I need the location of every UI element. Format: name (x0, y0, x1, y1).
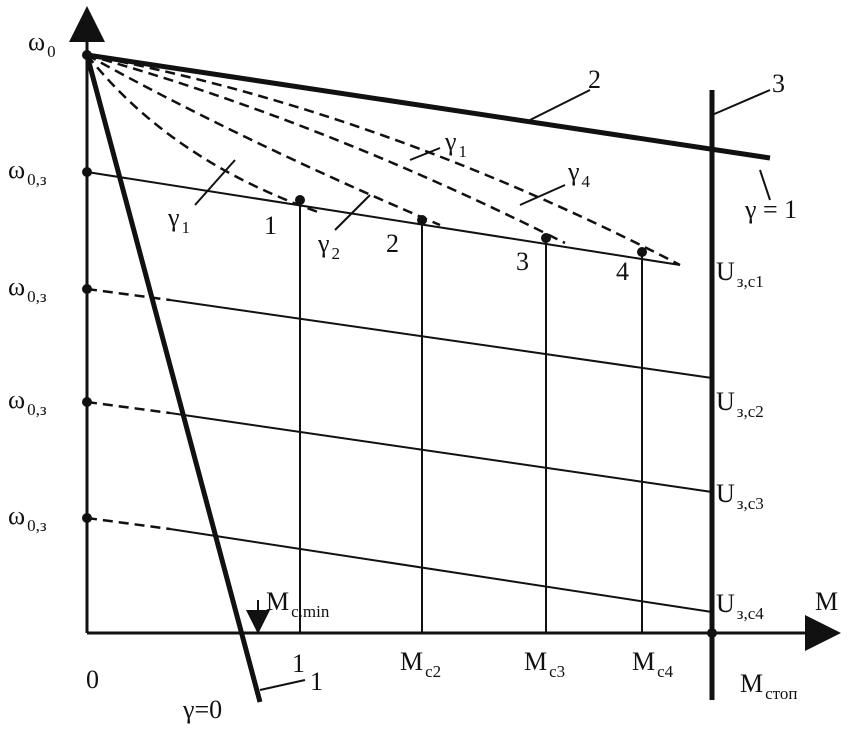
label: 2 (386, 229, 399, 258)
label-sub: з,c4 (737, 604, 765, 623)
label: 3 (516, 247, 529, 276)
label-main: γ (444, 127, 457, 156)
label: 0 (86, 665, 99, 694)
label: γ = 1 (744, 195, 797, 224)
label-main: U (716, 479, 735, 508)
label-main: M (524, 647, 547, 676)
label-main: γ (567, 157, 580, 186)
label-main: γ (317, 229, 330, 258)
label: ω 0,з (8, 155, 47, 189)
label-sub: з,c3 (737, 494, 764, 513)
label: 4 (616, 257, 629, 286)
label-main: ω (8, 385, 25, 414)
axes (69, 6, 841, 651)
label-sub: 0 (47, 42, 56, 61)
label-sub: з,c2 (737, 402, 764, 421)
label-main: 3 (516, 247, 529, 276)
label-main: 4 (616, 257, 629, 286)
label-main: U (716, 257, 735, 286)
label-sub: 0,з (27, 516, 47, 535)
label-sub: 1 (182, 218, 191, 237)
label-sub: 4 (582, 172, 591, 191)
label: M (815, 587, 838, 616)
label-main: 1 (264, 211, 277, 240)
label-main: M (400, 647, 423, 676)
label: 2 (588, 65, 601, 94)
label-sub: c.min (291, 602, 330, 621)
label-sub: 0,з (27, 287, 47, 306)
label-sub: 0,з (27, 400, 47, 419)
label-main: γ = 1 (744, 195, 797, 224)
label-main: 3 (772, 69, 785, 98)
label-main: 2 (588, 65, 601, 94)
label-main: U (716, 589, 735, 618)
label-main: ω (8, 272, 25, 301)
label-main: ω (8, 155, 25, 184)
label-main: γ (167, 203, 180, 232)
label-main: 1 (310, 667, 323, 696)
label-main: 1 (292, 649, 305, 678)
label-sub: c4 (657, 662, 674, 681)
label-main: M (815, 587, 838, 616)
label: ω 0,з (8, 501, 47, 535)
label: 1 (292, 649, 305, 678)
label: γ=0 (182, 695, 222, 724)
label-main: M (632, 647, 655, 676)
points (82, 50, 717, 638)
label-sub: стоп (765, 684, 797, 703)
label: 3 (772, 69, 785, 98)
label: 1 (310, 667, 323, 696)
label-main: γ=0 (182, 695, 222, 724)
label: ω 0,з (8, 385, 47, 419)
label: ω 0,з (8, 272, 47, 306)
label-sub: 1 (459, 142, 468, 161)
label-sub: c2 (425, 662, 441, 681)
label-main: M (266, 587, 289, 616)
label-main: U (716, 387, 735, 416)
label-main: ω (8, 501, 25, 530)
label-sub: 0,з (27, 170, 47, 189)
label-sub: c3 (549, 662, 565, 681)
label-main: 2 (386, 229, 399, 258)
label-main: 0 (86, 665, 99, 694)
label-sub: 2 (332, 244, 341, 263)
characteristics (84, 52, 771, 703)
label-main: M (740, 669, 763, 698)
label: 1 (264, 211, 277, 240)
label-sub: з,c1 (737, 272, 764, 291)
label-main: ω (28, 27, 45, 56)
